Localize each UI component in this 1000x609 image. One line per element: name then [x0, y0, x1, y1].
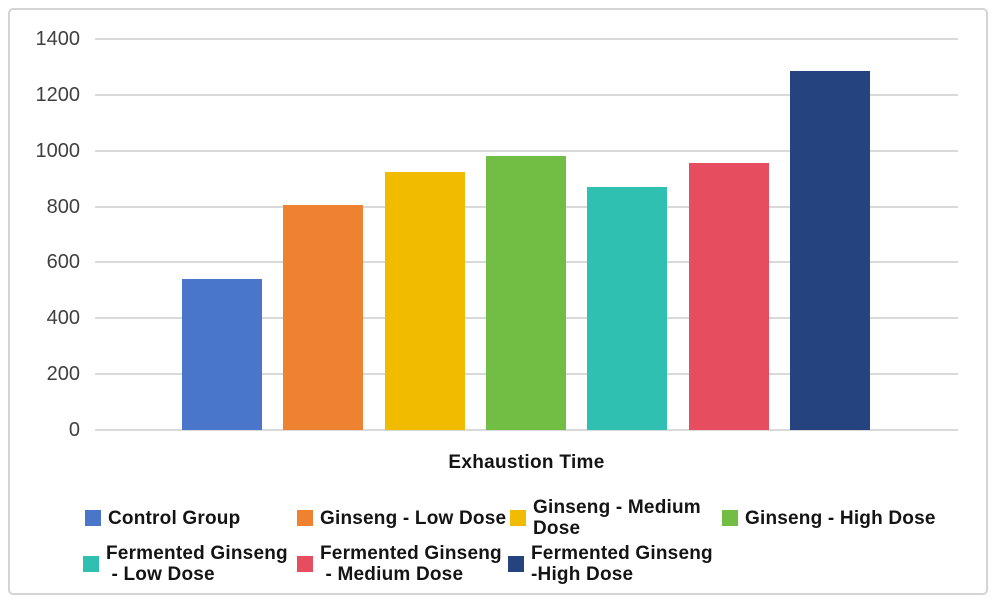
legend-label: Control Group	[108, 507, 241, 529]
y-tick-label-0: 0	[68, 419, 80, 441]
legend-color-swatch	[508, 556, 524, 572]
legend-color-swatch	[85, 510, 101, 526]
legend-color-swatch	[83, 556, 99, 572]
gridline-0	[95, 429, 958, 431]
legend-color-swatch	[722, 510, 738, 526]
bar-ginseng-low-dose	[283, 205, 364, 430]
legend-item-fermented-ginseng-medium-dose: Fermented Ginseng - Medium Dose	[297, 543, 502, 585]
legend-label: Fermented Ginseng -High Dose	[531, 543, 713, 585]
bar-fermented-ginseng-high-dose	[789, 71, 870, 430]
y-tick-label-1200: 1200	[35, 83, 81, 106]
gridline-1200	[95, 93, 958, 96]
y-tick-label-600: 600	[46, 251, 80, 274]
legend-item-control-group: Control Group	[85, 497, 240, 539]
legend-label: Ginseng - Medium Dose	[533, 497, 701, 539]
legend-label: Ginseng - High Dose	[745, 507, 936, 529]
legend-color-swatch	[297, 510, 313, 526]
legend-item-ginseng-high-dose: Ginseng - High Dose	[722, 497, 936, 539]
bar-fermented-ginseng-low-dose	[587, 187, 668, 430]
x-axis-title: Exhaustion Time	[448, 452, 605, 473]
legend-item-ginseng-low-dose: Ginseng - Low Dose	[297, 497, 506, 539]
y-tick-label-400: 400	[46, 307, 80, 330]
bar-fermented-ginseng-medium-dose	[688, 163, 769, 430]
legend-item-ginseng-medium-dose: Ginseng - Medium Dose	[510, 497, 701, 539]
bar-ginseng-medium-dose	[384, 171, 465, 430]
legend-label: Ginseng - Low Dose	[320, 507, 507, 529]
bar-ginseng-high-dose	[485, 156, 566, 430]
bar-control-group	[182, 279, 262, 430]
legend-color-swatch	[510, 510, 526, 526]
legend-item-fermented-ginseng-high-dose: Fermented Ginseng -High Dose	[508, 543, 713, 585]
y-tick-label-200: 200	[46, 363, 80, 386]
legend-item-fermented-ginseng-low-dose: Fermented Ginseng - Low Dose	[83, 543, 288, 585]
gridline-1400	[95, 38, 958, 40]
gridline-1000	[95, 149, 958, 152]
legend-color-swatch	[297, 556, 313, 572]
y-tick-label-1400: 1400	[35, 28, 81, 50]
legend-label: Fermented Ginseng - Medium Dose	[320, 543, 502, 585]
y-tick-label-800: 800	[46, 195, 80, 218]
y-tick-label-1000: 1000	[35, 139, 81, 162]
legend-label: Fermented Ginseng - Low Dose	[106, 543, 288, 585]
